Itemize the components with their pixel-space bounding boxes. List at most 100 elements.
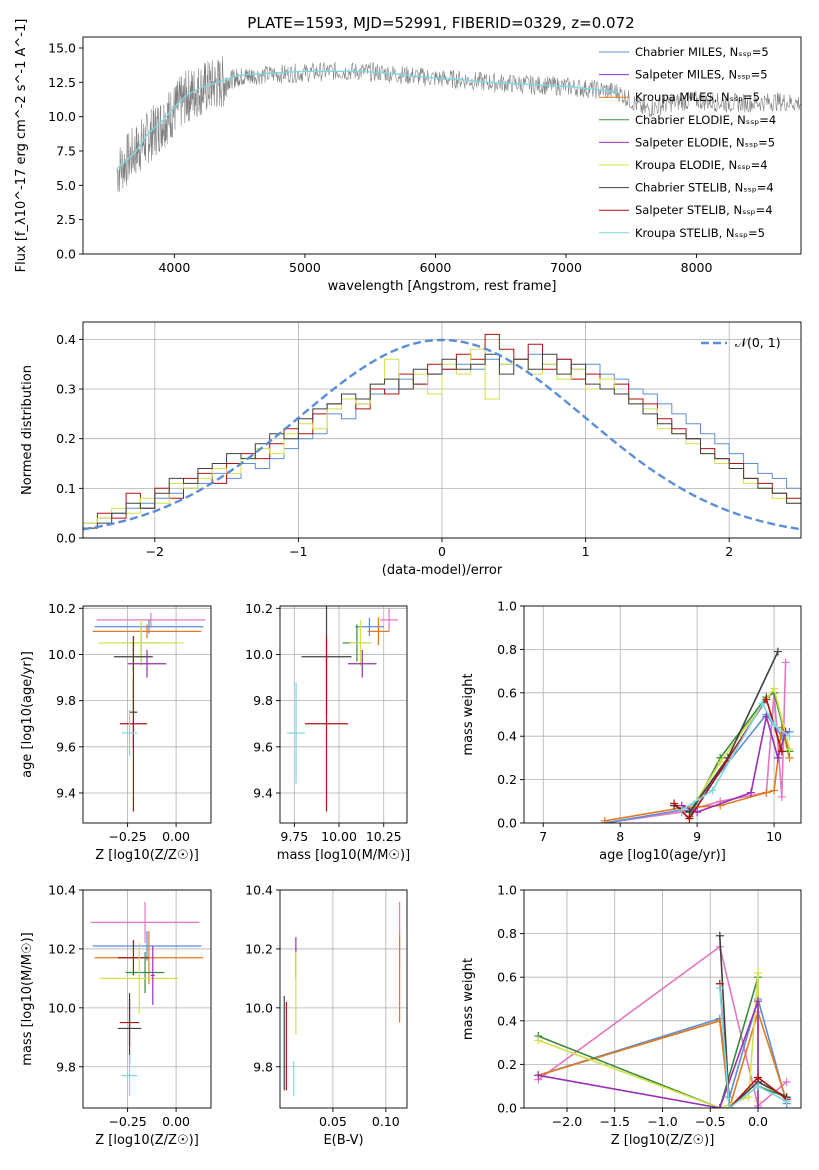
- series-marker: [773, 753, 782, 762]
- y-tick-label: 0.2: [56, 431, 76, 446]
- frame-weight-vs-Z: −2.0 −1.5 −1.0 −0.5 0.0 0.0 0.2 0.4 0.6 0.8 1.0 Z […: [461, 883, 802, 1148]
- x-tick-label: 10: [766, 829, 782, 844]
- x-tick-label: 8000: [681, 260, 713, 275]
- series-line: [681, 701, 790, 811]
- series-marker: [773, 647, 782, 656]
- data-spectrum-line: [116, 56, 801, 192]
- x-tick-label: 2: [725, 544, 733, 559]
- x-tick-label: 6000: [420, 260, 452, 275]
- y-tick-label: 9.8: [56, 1059, 76, 1074]
- legend-entry: Salpeter MILES, Nₛₛₚ=5: [635, 68, 768, 82]
- y-tick-label: 10.2: [245, 941, 273, 956]
- errorbar-point: [92, 624, 202, 639]
- legend-entry: Chabrier STELIB, Nₛₛₚ=4: [635, 181, 774, 195]
- y-tick-label: 1.0: [497, 883, 517, 898]
- errorbar-point: [98, 619, 184, 667]
- y-tick-label: 10.0: [48, 1000, 76, 1015]
- y-tick-label: 10.2: [245, 601, 273, 616]
- grid-age-vs-Z: [83, 606, 211, 823]
- y-axis-label: mass weight: [461, 958, 476, 1040]
- y-tick-label: 10.4: [245, 883, 273, 898]
- x-axis-label: age [log10(age/yr)]: [599, 848, 726, 863]
- axes-frame: [82, 36, 802, 255]
- series-marker: [754, 1104, 763, 1108]
- axes-mass-vs-ebv: 0.05 0.10 9.8 10.0 10.2 10.4 E(B-V): [245, 883, 408, 1148]
- y-tick-label: 10.2: [48, 601, 76, 616]
- y-tick-label: 0.4: [497, 1013, 517, 1028]
- series-marker: [762, 695, 771, 704]
- x-tick-label: −0.25: [108, 829, 146, 844]
- series-line: [673, 651, 779, 814]
- errorbar-point: [347, 649, 377, 678]
- legend-entry: Kroupa STELIB, Nₛₛₚ=5: [635, 226, 765, 240]
- x-tick-label: 5000: [289, 260, 321, 275]
- legend-entry: Chabrier ELODIE, Nₛₛₚ=4: [635, 113, 776, 127]
- x-axis-label: E(B-V): [323, 1133, 363, 1148]
- plot-age-vs-mass: [287, 606, 399, 812]
- axes-frame: [279, 605, 408, 824]
- series-marker: [770, 721, 779, 730]
- grid-age-vs-mass: [280, 606, 407, 823]
- y-tick-label: 0.0: [497, 1101, 517, 1116]
- y-tick-label: 7.5: [56, 143, 76, 158]
- series-marker: [716, 758, 725, 767]
- figure-title: PLATE=1593, MJD=52991, FIBERID=0329, z=0…: [247, 14, 634, 32]
- y-tick-label: 0.2: [497, 772, 517, 787]
- y-tick-label: 0.4: [56, 332, 76, 347]
- x-tick-label: 0.0: [748, 1114, 768, 1129]
- grid-weight-vs-age: [524, 605, 801, 824]
- x-tick-label: 10.00: [321, 829, 357, 844]
- y-tick-label: 10.0: [245, 647, 273, 662]
- series-line: [538, 1000, 759, 1108]
- y-tick-label: 9.6: [253, 739, 273, 754]
- series-line: [719, 988, 788, 1108]
- y-tick-label: 9.4: [253, 785, 273, 800]
- legend-entry: Chabrier MILES, Nₛₛₚ=5: [635, 45, 769, 59]
- axes-frame: [523, 605, 802, 824]
- errorbar-point: [349, 619, 372, 667]
- series-marker: [754, 997, 763, 1006]
- errorbar-point: [96, 612, 206, 627]
- plot-weight-vs-age: [600, 647, 794, 823]
- gaussian-curve: [83, 338, 801, 531]
- x-tick-label: 9: [693, 829, 701, 844]
- series-marker: [715, 931, 724, 940]
- series-line: [538, 1009, 788, 1108]
- axes-age-vs-mass: 9.75 10.00 10.25 9.4 9.6 9.8 10.0 10.2 mass [log…: [245, 601, 410, 863]
- errorbar-point: [90, 901, 200, 944]
- y-tick-label: 9.8: [253, 693, 273, 708]
- y-tick-label: 0.8: [497, 642, 517, 657]
- y-tick-label: 5.0: [56, 178, 76, 193]
- frame-mass-vs-ebv: 0.05 0.10 9.8 10.0 10.2 10.4 E(B-V): [245, 883, 408, 1148]
- y-tick-label: 1.0: [497, 599, 517, 614]
- x-tick-label: 0.05: [319, 1114, 347, 1129]
- series-marker: [746, 788, 755, 797]
- y-tick-label: 10.0: [245, 1000, 273, 1015]
- axes-frame: [82, 889, 212, 1109]
- errorbar-point: [121, 1054, 138, 1097]
- y-tick-label: 0.0: [56, 531, 76, 546]
- axes-age-vs-Z: −0.25 0.00 9.4 9.6 9.8 10.0 10.2 Z [log10(Z/Z☉)…: [20, 601, 212, 863]
- errorbar-point: [117, 993, 142, 1064]
- plot-age-vs-Z: [92, 612, 206, 812]
- x-tick-label: −2.0: [552, 1114, 582, 1129]
- series-marker: [725, 1104, 734, 1108]
- frame-age-vs-mass: 9.75 10.00 10.25 9.4 9.6 9.8 10.0 10.2 mass [log…: [245, 601, 410, 863]
- y-tick-label: 9.4: [56, 785, 76, 800]
- x-tick-label: 0: [438, 544, 446, 559]
- errorbar-point: [355, 617, 384, 637]
- axes-weight-vs-age: 7 8 9 10 0.0 0.2 0.4 0.6 0.8 1.0 age [log10(age/yr…: [461, 599, 802, 863]
- plot-mass-vs-Z: [90, 901, 204, 1097]
- y-tick-label: 0.0: [56, 247, 76, 262]
- x-axis-label: mass [log10(M/M☉)]: [277, 848, 410, 863]
- errorbar-point: [150, 945, 155, 1005]
- y-tick-label: 0.6: [497, 970, 517, 985]
- y-tick-label: 2.5: [56, 212, 76, 227]
- series-marker: [782, 1097, 791, 1106]
- y-axis-label: mass [log10(M/M☉)]: [20, 932, 35, 1065]
- series-line: [688, 686, 791, 813]
- errorbar-point: [119, 636, 147, 812]
- x-axis-label: wavelength [Angstrom, rest frame]: [328, 279, 557, 294]
- frame-mass-vs-Z: −0.25 0.00 9.8 10.0 10.2 10.4 Z [log10(Z/Z☉)] m…: [20, 883, 212, 1148]
- series-marker: [777, 747, 786, 756]
